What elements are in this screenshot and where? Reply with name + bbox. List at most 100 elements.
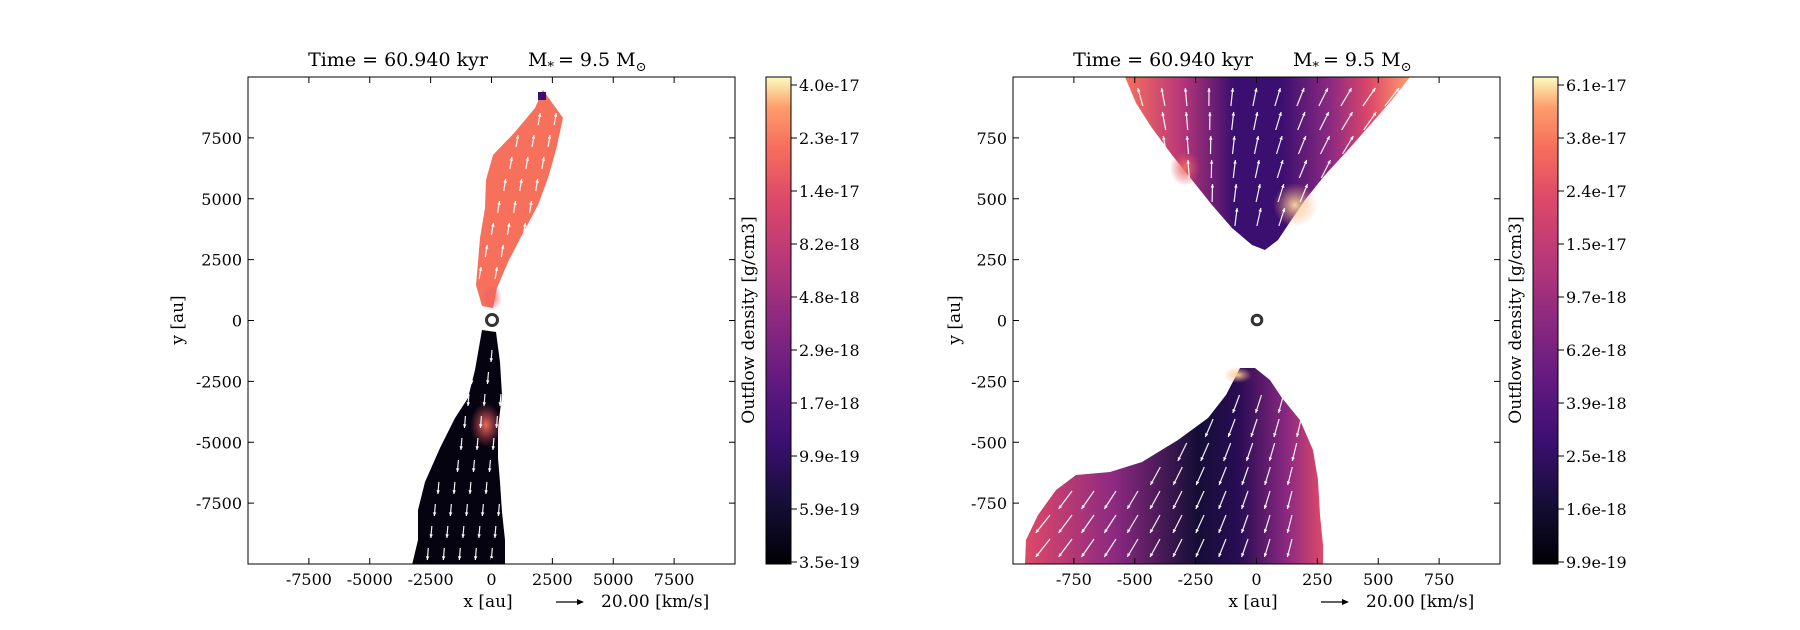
velocity-arrow	[1058, 538, 1073, 558]
left-colorbar	[765, 76, 792, 565]
velocity-arrow	[1080, 490, 1095, 510]
velocity-arrowhead	[1233, 160, 1237, 164]
velocity-arrowhead	[1263, 553, 1268, 557]
velocity-arrowhead	[516, 245, 521, 249]
velocity-arrowhead	[1268, 457, 1273, 461]
right-colorbar-ticks: 9.9e-19 1.6e-18 2.5e-18 3.9e-18 6.2e-18 9.7e-…	[1558, 76, 1627, 572]
velocity-arrowhead	[1279, 136, 1283, 140]
colorbar-tick-label: 9.9e-19	[799, 447, 860, 466]
velocity-arrowhead	[1127, 553, 1131, 557]
right-hotspot-upper-right	[1273, 183, 1317, 227]
velocity-arrow	[1035, 514, 1051, 534]
velocity-arrowhead	[1104, 529, 1108, 533]
velocity-arrowhead	[1371, 88, 1376, 92]
left-ylabel: y [au]	[168, 295, 188, 345]
velocity-arrowhead	[1257, 184, 1261, 188]
velocity-arrowhead	[1325, 112, 1329, 116]
colorbar-tick-label: 3.5e-19	[799, 553, 860, 572]
velocity-arrowhead	[457, 556, 462, 560]
velocity-arrowhead	[1286, 529, 1290, 533]
velocity-arrowhead	[466, 402, 470, 406]
colorbar-tick-label: 4.8e-18	[799, 288, 860, 307]
velocity-arrowhead	[1137, 112, 1142, 116]
y-tick-label: -7500	[196, 494, 242, 513]
velocity-arrowhead	[436, 490, 440, 494]
left-ticks: -7500 -5000 -2500 0 2500 5000 7500 -7500 -5000 -2…	[196, 77, 735, 589]
x-tick-label: 0	[1251, 570, 1261, 589]
velocity-arrowhead	[497, 201, 501, 205]
velocity-arrowhead	[1241, 553, 1245, 557]
velocity-arrowhead	[1195, 505, 1199, 509]
y-tick-label: 750	[976, 129, 1007, 148]
left-lower-lobe	[412, 330, 505, 564]
velocity-arrowhead	[1227, 433, 1232, 437]
left-vector-key-arrowhead	[577, 599, 584, 605]
velocity-arrowhead	[1255, 409, 1259, 413]
velocity-arrowhead	[1104, 553, 1108, 557]
y-tick-label: -5000	[196, 433, 242, 452]
colorbar-tick-label: 2.3e-17	[799, 129, 860, 148]
velocity-arrowhead	[500, 490, 504, 494]
left-upper-lobe	[476, 90, 563, 308]
y-tick-label: -2500	[196, 372, 242, 391]
velocity-arrowhead	[1278, 112, 1282, 116]
velocity-arrowhead	[1286, 481, 1291, 485]
velocity-arrowhead	[1161, 112, 1165, 116]
velocity-arrowhead	[495, 424, 499, 428]
velocity-arrowhead	[1150, 553, 1154, 557]
y-tick-label: 7500	[201, 129, 242, 148]
colorbar-tick-label: 9.9e-19	[1566, 553, 1627, 572]
velocity-arrow	[1362, 87, 1376, 107]
velocity-arrowhead	[513, 201, 517, 205]
right-star-marker	[1250, 313, 1264, 327]
velocity-arrowhead	[445, 534, 449, 538]
colorbar-tick-label: 2.4e-17	[1566, 182, 1627, 201]
velocity-arrowhead	[491, 446, 495, 450]
left-title-mass: M* = 9.5 M⊙	[528, 49, 647, 75]
velocity-arrowhead	[1301, 112, 1306, 116]
velocity-arrowhead	[1250, 433, 1254, 437]
velocity-arrowhead	[1223, 457, 1227, 461]
velocity-arrowhead	[1395, 88, 1400, 92]
right-ticks: -750 -500 -250 0 250 500 750 -750 -500 -250 0 250 50…	[971, 77, 1500, 589]
velocity-arrowhead	[480, 512, 485, 516]
right-upper-lobe	[1125, 77, 1410, 250]
velocity-arrowhead	[1185, 136, 1190, 140]
velocity-arrowhead	[1081, 553, 1085, 557]
velocity-arrowhead	[1207, 88, 1211, 92]
right-vector-key-label: 20.00 [km/s]	[1366, 592, 1474, 612]
velocity-arrowhead	[1241, 505, 1245, 509]
velocity-arrowhead	[1162, 136, 1166, 140]
velocity-arrowhead	[1035, 505, 1040, 509]
velocity-arrowhead	[1104, 505, 1108, 509]
left-density-map	[412, 90, 563, 564]
y-tick-label: 0	[997, 312, 1007, 331]
left-upper-blob	[538, 92, 546, 100]
colorbar-tick-label: 1.5e-17	[1566, 235, 1627, 254]
velocity-arrowhead	[531, 135, 536, 139]
right-lower-lobe	[1025, 368, 1323, 564]
colorbar-tick-label: 2.5e-18	[1566, 447, 1627, 466]
colorbar-tick-label: 4.0e-17	[799, 76, 860, 95]
velocity-arrowhead	[473, 358, 478, 362]
colorbar-tick-label: 6.2e-18	[1566, 341, 1627, 360]
velocity-arrowhead	[1303, 160, 1307, 164]
velocity-arrowhead	[455, 468, 460, 472]
velocity-arrowhead	[1258, 208, 1262, 212]
x-tick-label: 750	[1424, 570, 1455, 589]
velocity-arrowhead	[1173, 481, 1177, 485]
velocity-arrowhead	[1173, 529, 1177, 533]
velocity-arrowhead	[1208, 112, 1212, 116]
right-colorbar-label: Outflow density [g/cm3]	[1506, 216, 1526, 423]
velocity-arrowhead	[425, 556, 430, 560]
velocity-arrowhead	[1150, 529, 1154, 533]
velocity-arrowhead	[515, 135, 520, 139]
velocity-arrowhead	[519, 179, 523, 183]
velocity-arrowhead	[509, 157, 514, 161]
right-velocity-arrows	[1035, 87, 1400, 558]
velocity-arrowhead	[523, 223, 527, 227]
velocity-arrowhead	[1184, 112, 1189, 116]
velocity-arrowhead	[1255, 136, 1260, 140]
velocity-arrowhead	[537, 113, 542, 117]
right-xlabel: x [au]	[1228, 592, 1277, 612]
